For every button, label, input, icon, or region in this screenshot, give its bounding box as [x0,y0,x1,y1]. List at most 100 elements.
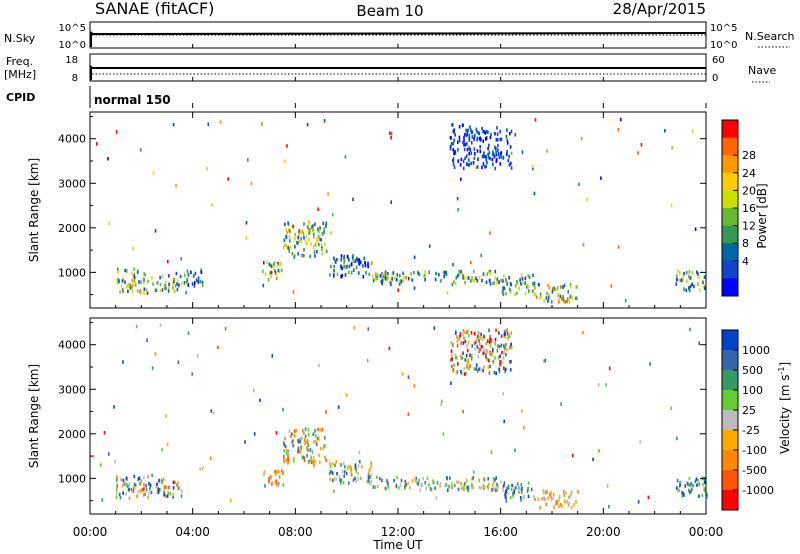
echo-cell [293,459,295,463]
echo-cell [307,428,310,432]
echo-cell [176,278,179,283]
sparse-echo [283,159,286,164]
echo-cell [462,351,464,355]
echo-cell [508,163,511,167]
echo-cell [285,458,288,462]
freq-tick-bottom: 8 [72,73,78,84]
echo-cell [305,234,308,239]
echo-cell [468,158,470,162]
echo-cell [131,284,134,288]
sparse-echo [473,470,475,474]
echo-cell [495,146,497,151]
echo-cell [400,478,403,483]
echo-cell [121,484,124,488]
echo-cell [377,484,379,489]
echo-cell [510,129,513,134]
echo-cell [487,270,490,274]
echo-cell [453,280,455,284]
echo-cell [457,159,459,163]
echo-cell [692,483,694,488]
echo-cell [312,459,314,463]
echo-cell [461,272,464,276]
echo-cell [488,358,490,363]
nave-tick-top: 60 [712,55,725,66]
echo-cell [543,491,545,495]
echo-cell [497,148,499,152]
echo-cell [470,485,473,490]
echo-cell [292,439,294,443]
echo-cell [703,488,706,493]
echo-cell [532,289,534,293]
echo-cell [280,261,283,266]
echo-cell [283,454,285,459]
echo-cell [489,352,492,356]
echo-cell [293,433,296,438]
echo-cell [492,348,494,352]
echo-cell [505,278,507,282]
echo-cell [162,477,165,482]
echo-cell [264,272,267,276]
echo-cell [576,284,578,289]
echo-cell [428,483,430,487]
echo-cell [364,271,367,275]
sparse-echo [542,488,544,493]
x-tick-label: 16:00 [483,525,518,539]
echo-cell [130,487,133,492]
sparse-echo [580,136,583,141]
echo-cell [694,479,697,483]
echo-cell [504,489,507,494]
echo-cell [278,269,281,274]
echo-cell [516,482,519,486]
echo-cell [309,254,311,259]
echo-cell [304,427,307,431]
echo-cell [577,490,580,494]
echo-cell [164,286,166,290]
echo-cell [288,429,291,434]
echo-cell [482,162,485,166]
echo-cell [689,276,692,280]
echo-cell [470,357,473,361]
echo-cell [316,249,318,254]
echo-cell [342,469,344,474]
echo-cell [703,284,706,288]
echo-cell [160,479,163,483]
echo-cell [325,458,328,463]
echo-cell [505,499,507,503]
echo-cell [291,432,293,436]
echo-cell [383,272,385,276]
echo-cell [532,282,534,286]
freq-trace [90,64,706,80]
echo-cell [380,280,383,284]
echo-cell [481,126,483,131]
echo-cell [685,288,688,293]
echo-cell [456,274,459,278]
echo-cell [506,141,509,145]
echo-cell [367,479,370,483]
echo-cell [482,351,484,356]
echo-cell [457,140,459,144]
echo-cell [279,263,281,267]
echo-cell [460,157,463,162]
power-colorbar-label: 4 [742,255,749,268]
echo-cell [275,469,277,474]
sparse-echo [151,366,154,370]
echo-cell [143,493,145,497]
echo-cell [697,272,699,276]
echo-cell [520,483,523,487]
echo-cell [477,331,480,335]
echo-cell [362,275,365,279]
echo-cell [509,145,512,149]
echo-cell [474,340,477,345]
echo-cell [489,278,491,283]
echo-cell [263,473,265,477]
echo-cell [462,166,465,171]
sparse-echo [450,381,452,385]
echo-cell [368,479,370,483]
echo-cell [476,165,479,169]
echo-cell [298,239,300,244]
echo-cell [126,477,128,481]
echo-cell [506,128,508,132]
sparse-echo [531,164,534,169]
sparse-echo [212,411,215,415]
echo-cell [463,487,465,492]
